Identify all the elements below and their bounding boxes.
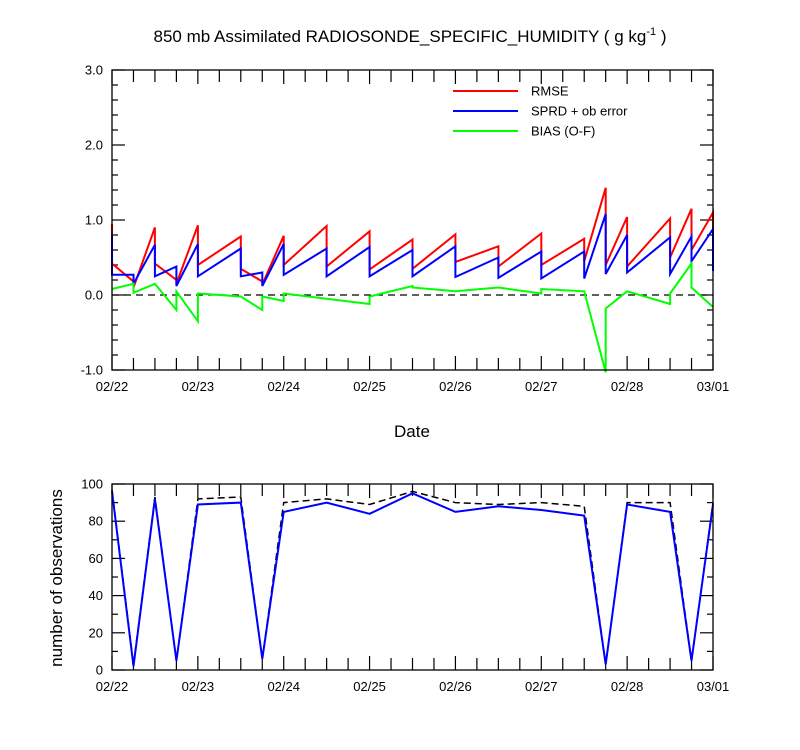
x-tick-label: 02/26 <box>439 379 472 394</box>
y-tick-label: 3.0 <box>85 63 103 78</box>
chart-title: 850 mb Assimilated RADIOSONDE_SPECIFIC_H… <box>154 26 667 46</box>
x-tick-label: 02/28 <box>611 679 644 694</box>
x-tick-label: 02/23 <box>182 379 215 394</box>
x-tick-label: 02/22 <box>96 679 129 694</box>
title-end-text: ) <box>656 27 666 46</box>
top-panel: 02/22 02/23 02/24 02/25 02/26 02/27 02/28 03/01… <box>81 63 730 395</box>
legend-label-0: RMSE <box>531 84 569 99</box>
y-tick-label: 1.0 <box>85 213 103 228</box>
series-line-dashed-0 <box>111 489 714 665</box>
series-line-solid-1 <box>111 491 714 667</box>
legend-label-2: BIAS (O-F) <box>531 124 595 139</box>
x-tick-label: 02/22 <box>96 379 129 394</box>
y-tick-label: 40 <box>89 588 103 603</box>
x-tick-label: 02/28 <box>611 379 644 394</box>
x-tick-label: 02/27 <box>525 679 558 694</box>
bottom-panel: 02/22 02/23 02/24 02/25 02/26 02/27 02/28 03/01… <box>81 477 729 695</box>
y-tick-label: 0.0 <box>85 288 103 303</box>
legend: RMSE SPRD + ob error BIAS (O-F) <box>453 84 628 139</box>
y-tick-label: 0 <box>96 663 103 678</box>
y-axis-title-observations: number of observations <box>47 489 66 667</box>
x-axis-title: Date <box>394 422 430 441</box>
x-tick-label: 02/27 <box>525 379 558 394</box>
y-tick-label: 80 <box>89 514 103 529</box>
y-tick-label: 20 <box>89 625 103 640</box>
series-line-bias-o-f <box>111 260 714 373</box>
x-tick-label: 02/25 <box>353 379 386 394</box>
y-tick-label: 100 <box>81 477 103 492</box>
legend-label-1: SPRD + ob error <box>531 104 628 119</box>
x-tick-label: 03/01 <box>697 379 730 394</box>
x-tick-label: 02/26 <box>439 679 472 694</box>
title-superscript: -1 <box>646 26 656 38</box>
title-main-text: 850 mb Assimilated RADIOSONDE_SPECIFIC_H… <box>154 27 647 46</box>
plot-frame <box>111 69 714 371</box>
x-tick-label: 02/24 <box>267 679 300 694</box>
y-tick-label: 60 <box>89 551 103 566</box>
plot-frame <box>111 483 714 671</box>
x-tick-label: 02/24 <box>267 379 300 394</box>
x-tick-label: 03/01 <box>697 679 730 694</box>
x-tick-label: 02/23 <box>182 679 215 694</box>
series-line-sprd-ob-error <box>111 213 714 287</box>
y-tick-label: 2.0 <box>85 138 103 153</box>
x-tick-label: 02/25 <box>353 679 386 694</box>
y-tick-label: -1.0 <box>81 363 103 378</box>
